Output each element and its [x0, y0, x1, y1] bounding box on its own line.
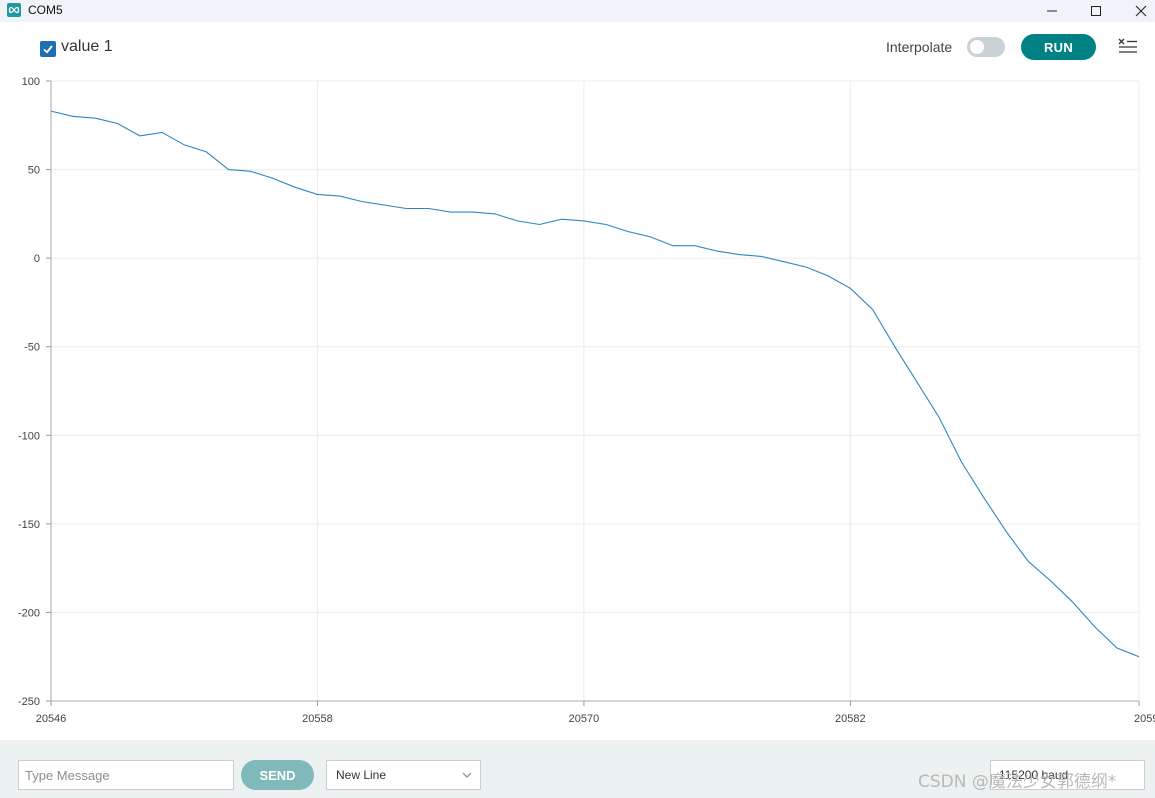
line-ending-select[interactable]: New Line [326, 760, 481, 790]
plotter-toolbar: value 1 Interpolate RUN [0, 22, 1155, 72]
x-tick-label: 20570 [569, 713, 600, 725]
y-tick-label: 100 [22, 76, 40, 88]
y-tick-label: -150 [18, 519, 40, 531]
y-tick-label: -200 [18, 607, 40, 619]
x-tick-label: 20558 [302, 713, 333, 725]
y-tick-label: -250 [18, 696, 40, 708]
watermark: CSDN @魔法少女郭德纲* [918, 772, 1117, 792]
maximize-button[interactable] [1073, 0, 1119, 22]
interpolate-toggle[interactable] [967, 37, 1005, 57]
x-tick-label: 20582 [835, 713, 866, 725]
baud-rate-select[interactable]: 115200 baud [990, 760, 1145, 790]
axes [46, 80, 1140, 706]
y-tick-label: 50 [28, 165, 40, 177]
series-label: value 1 [61, 38, 113, 55]
window-title: COM5 [28, 3, 63, 17]
x-tick-label: 20546 [36, 713, 67, 725]
grid-lines [50, 80, 1140, 702]
minimize-button[interactable] [1029, 0, 1075, 22]
y-tick-label: -100 [18, 430, 40, 442]
y-tick-label: 0 [34, 253, 40, 265]
y-tick-labels: 100 50 0 -50 -100 -150 -200 -250 [18, 76, 40, 708]
series-checkbox[interactable] [40, 41, 56, 57]
infinity-icon [7, 3, 21, 17]
x-tick-labels: 20546 20558 20570 20582 20595 [36, 713, 1155, 725]
baud-rate-value: 115200 baud [999, 768, 1069, 782]
plot-area: 100 50 0 -50 -100 -150 -200 -250 20546 20558 2057… [0, 72, 1155, 740]
toggle-knob [970, 40, 984, 54]
line-ending-value: New Line [336, 768, 387, 782]
series-line-value-1 [50, 110, 1140, 658]
maximize-icon [1091, 6, 1101, 16]
clear-list-icon[interactable] [1116, 36, 1140, 58]
title-bar: COM5 [0, 0, 1155, 22]
line-chart: 100 50 0 -50 -100 -150 -200 -250 20546 20558 2057… [18, 76, 1155, 725]
interpolate-label: Interpolate [886, 39, 953, 55]
close-icon [1135, 5, 1147, 17]
close-button[interactable] [1118, 0, 1155, 22]
x-tick-label: 20595 [1134, 713, 1155, 725]
send-button[interactable]: SEND [241, 760, 314, 790]
message-input[interactable] [18, 760, 234, 790]
minimize-icon [1047, 10, 1057, 12]
run-button[interactable]: RUN [1021, 34, 1096, 60]
chevron-down-icon [462, 772, 472, 778]
checkmark-icon [43, 45, 53, 54]
y-tick-label: -50 [24, 342, 40, 354]
send-bar: SEND New Line 115200 baud CSDN @魔法少女郭德纲* [0, 740, 1155, 798]
